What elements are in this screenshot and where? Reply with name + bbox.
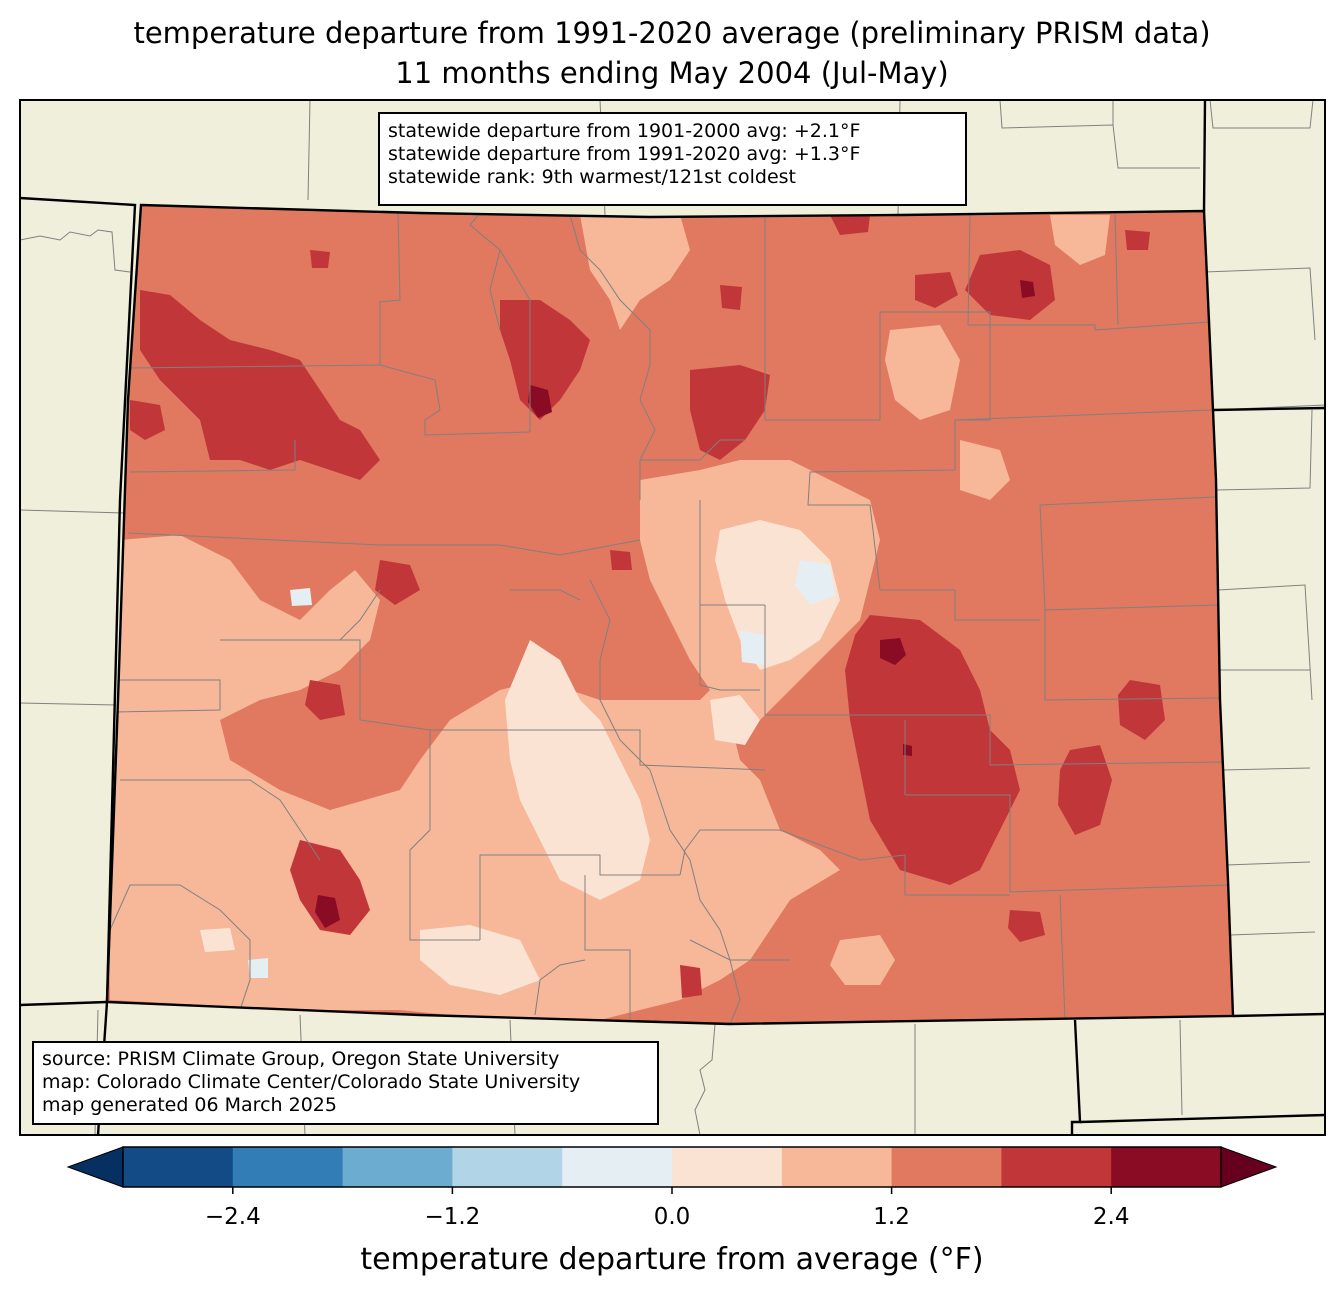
source-box: source: PRISM Climate Group, Oregon Stat… bbox=[32, 1041, 659, 1125]
colorbar-under-arrow bbox=[66, 1146, 124, 1188]
colorbar-bin-6 bbox=[781, 1147, 893, 1187]
colorbar-bin-9 bbox=[1111, 1147, 1222, 1187]
colorbar-tick-marks bbox=[232, 1187, 1112, 1194]
colorbar-tick-label: 2.4 bbox=[1092, 1204, 1130, 1230]
map-title-line2: 11 months ending May 2004 (Jul-May) bbox=[395, 56, 949, 90]
colorbar bbox=[66, 1146, 1278, 1194]
colorbar-tick-label: 1.2 bbox=[873, 1204, 910, 1230]
source-line-2: map: Colorado Climate Center/Colorado St… bbox=[42, 1071, 581, 1093]
colorado-county-lines bbox=[109, 212, 1231, 1024]
map-frame-border bbox=[19, 99, 1326, 1136]
temperature-departure-field bbox=[107, 205, 1233, 1024]
colorbar-bin-2 bbox=[342, 1147, 453, 1187]
colorbar-label: temperature departure from average (°F) bbox=[360, 1242, 984, 1277]
colorbar-bin-4 bbox=[562, 1147, 673, 1187]
colorbar-bin-3 bbox=[452, 1147, 563, 1187]
colorbar-bin-1 bbox=[232, 1147, 344, 1187]
stats-line-3: statewide rank: 9th warmest/121st coldes… bbox=[388, 166, 797, 188]
colorbar-tick-label: −2.4 bbox=[204, 1204, 261, 1230]
colorbar-bin-8 bbox=[1001, 1147, 1112, 1187]
colorbar-bin-7 bbox=[891, 1147, 1002, 1187]
source-line-3: map generated 06 March 2025 bbox=[42, 1094, 337, 1116]
colorbar-over-arrow bbox=[1220, 1146, 1278, 1188]
map-title-line1: temperature departure from 1991-2020 ave… bbox=[133, 16, 1211, 50]
stats-line-1: statewide departure from 1901-2000 avg: … bbox=[388, 120, 861, 142]
colorbar-bin-0 bbox=[123, 1147, 234, 1187]
colorbar-bin-5 bbox=[672, 1147, 783, 1187]
colorbar-bins bbox=[123, 1147, 1222, 1187]
colorado-border bbox=[105, 203, 1235, 1026]
stats-line-2: statewide departure from 1991-2020 avg: … bbox=[388, 143, 861, 165]
colorbar-tick-label: −1.2 bbox=[424, 1204, 481, 1230]
statewide-stats-box: statewide departure from 1901-2000 avg: … bbox=[378, 112, 967, 206]
colorbar-tick-label: 0.0 bbox=[653, 1204, 691, 1230]
map-frame bbox=[20, 100, 1325, 1135]
source-line-1: source: PRISM Climate Group, Oregon Stat… bbox=[42, 1048, 560, 1070]
